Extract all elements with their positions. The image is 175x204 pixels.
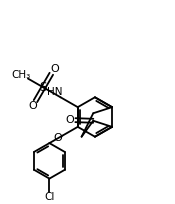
Text: HN: HN (47, 87, 62, 97)
Text: O: O (54, 133, 62, 143)
Text: O: O (65, 115, 74, 125)
Text: Cl: Cl (44, 192, 55, 202)
Text: CH₃: CH₃ (11, 70, 31, 80)
Text: O: O (28, 101, 37, 111)
Text: S: S (40, 81, 47, 94)
Text: O: O (50, 64, 59, 74)
